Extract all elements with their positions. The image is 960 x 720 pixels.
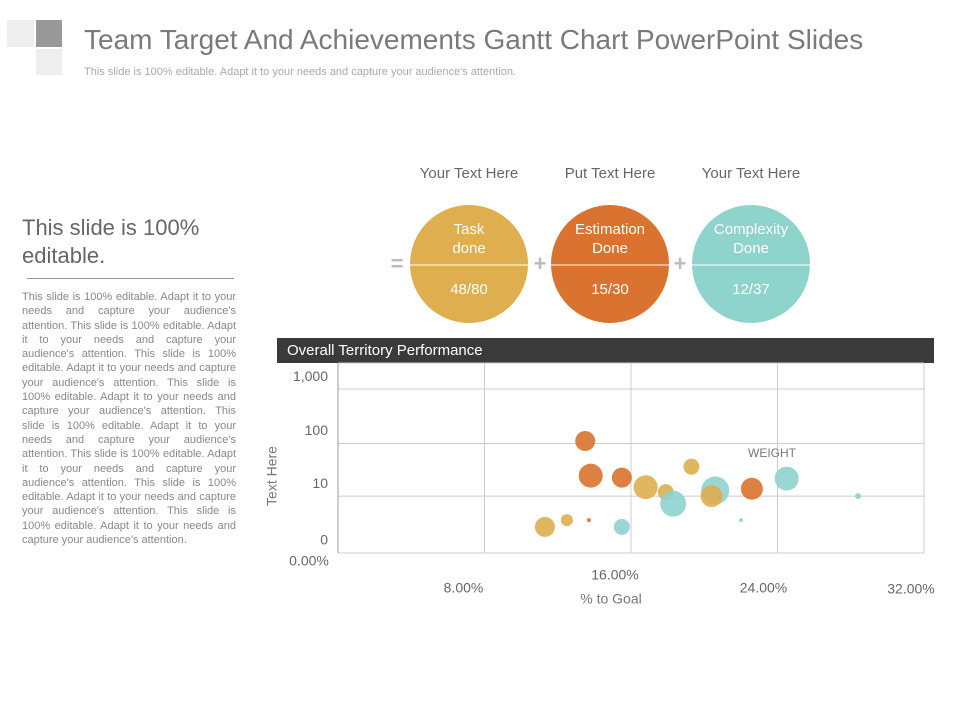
bubble (611, 467, 632, 488)
divider (27, 278, 234, 279)
title: Team Target And Achievements Gantt Chart… (84, 24, 864, 55)
bubble (683, 458, 700, 475)
metric-value: 12/37 (732, 281, 770, 298)
metric-heading: Your Text Here (702, 165, 800, 182)
metric-label: Estimation Done (575, 221, 645, 257)
metric-heading: Put Text Here (565, 165, 656, 182)
logo-square (36, 20, 62, 47)
bubble (575, 431, 596, 452)
y-tick-label: 0 (320, 532, 328, 548)
operator: + (534, 251, 547, 276)
subtitle: This slide is 100% editable. Adapt it to… (84, 66, 516, 78)
bubble (613, 518, 630, 535)
y-tick-label: 10 (312, 475, 328, 491)
logo-square (36, 49, 62, 75)
bubble (633, 475, 658, 500)
bubble (586, 518, 591, 523)
bubble (774, 466, 799, 491)
bubble (700, 485, 723, 508)
metric-value: 48/80 (450, 281, 488, 298)
chart-title: Overall Territory Performance (287, 342, 483, 359)
metric-value: 15/30 (591, 281, 629, 298)
bubble (855, 493, 862, 500)
metric-heading: Your Text Here (420, 165, 518, 182)
annotation: WEIGHT (748, 446, 797, 460)
logo-square (7, 20, 34, 47)
x-tick-label: 0.00% (289, 553, 329, 569)
x-tick-label: 24.00% (740, 580, 787, 596)
x-axis-label: % to Goal (580, 591, 641, 607)
bubble (534, 516, 555, 537)
sidebar-body: This slide is 100% editable. Adapt it to… (22, 291, 236, 547)
bubble (560, 514, 573, 527)
metric-label: Task done (452, 221, 485, 257)
metric-circle (410, 205, 528, 323)
metric-circle (692, 205, 810, 323)
y-axis-label: Text Here (264, 446, 280, 506)
x-tick-label: 8.00% (444, 580, 484, 596)
sidebar-heading: This slide is 100% editable. (22, 215, 200, 268)
bubble (738, 518, 743, 523)
operator: = (391, 251, 404, 276)
y-tick-label: 1,000 (293, 368, 328, 384)
metric-circle (551, 205, 669, 323)
operator: + (674, 251, 687, 276)
x-tick-label: 16.00% (591, 567, 638, 583)
bubble (578, 463, 603, 488)
x-tick-label: 32.00% (887, 581, 934, 597)
bubble (660, 490, 687, 517)
metric-label: Complexity Done (714, 221, 789, 257)
chart-header (277, 338, 934, 363)
y-tick-label: 100 (305, 422, 329, 438)
bubble (740, 477, 763, 500)
